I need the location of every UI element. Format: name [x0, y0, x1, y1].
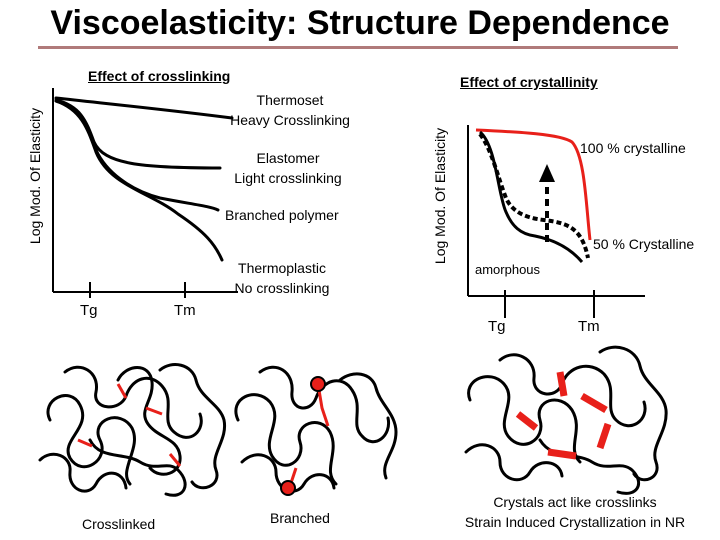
- left-tg-tick-label: Tg: [80, 302, 98, 319]
- branched-caption: Branched: [270, 510, 330, 526]
- crystalline-100-label: 100 % crystalline: [580, 140, 686, 156]
- crosslinked-network: [38, 363, 227, 497]
- crystalline-50-curve: [478, 132, 590, 259]
- right-tg-tick-label: Tg: [488, 318, 506, 335]
- title-underline: [38, 46, 678, 49]
- crosslinking-heading: Effect of crosslinking: [88, 68, 231, 84]
- slide-title: Viscoelasticity: Structure Dependence: [50, 4, 670, 42]
- thermoplastic-label: Thermoplastic No crosslinking: [234, 260, 330, 296]
- crosslink-bonds: [77, 383, 182, 467]
- elastomer-label: Elastomer Light crosslinking: [234, 150, 342, 186]
- thermoplastic-curve: [54, 99, 224, 262]
- crystallinity-heading: Effect of crystallinity: [460, 74, 598, 90]
- branch-point-top: [310, 376, 326, 392]
- crystals-caption: Crystals act like crosslinks Strain Induc…: [464, 494, 686, 530]
- crystalline-100-curve: [475, 128, 592, 241]
- left-axes: [52, 88, 238, 298]
- thermoset-curve: [54, 96, 234, 120]
- branched-polymer-label: Branched polymer: [225, 207, 339, 223]
- left-tm-tick-label: Tm: [174, 302, 196, 319]
- arrow-head: [539, 164, 555, 182]
- crystalline-50-label: 50 % Crystalline: [593, 236, 695, 252]
- crosslinked-caption: Crosslinked: [82, 516, 156, 532]
- thermoset-label: Thermoset Heavy Crosslinking: [230, 92, 350, 128]
- branch-segments: [288, 383, 330, 487]
- left-curves: [54, 96, 234, 262]
- right-tm-tick-label: Tm: [578, 318, 600, 335]
- amorphous-label: amorphous: [475, 262, 541, 277]
- amorphous-curve: [478, 130, 584, 263]
- elastomer-curve: [54, 98, 222, 170]
- branch-point-bottom: [280, 480, 296, 496]
- right-axes: [467, 125, 645, 318]
- crystallite-blocks: [515, 371, 612, 460]
- crystalline-network: [464, 345, 668, 495]
